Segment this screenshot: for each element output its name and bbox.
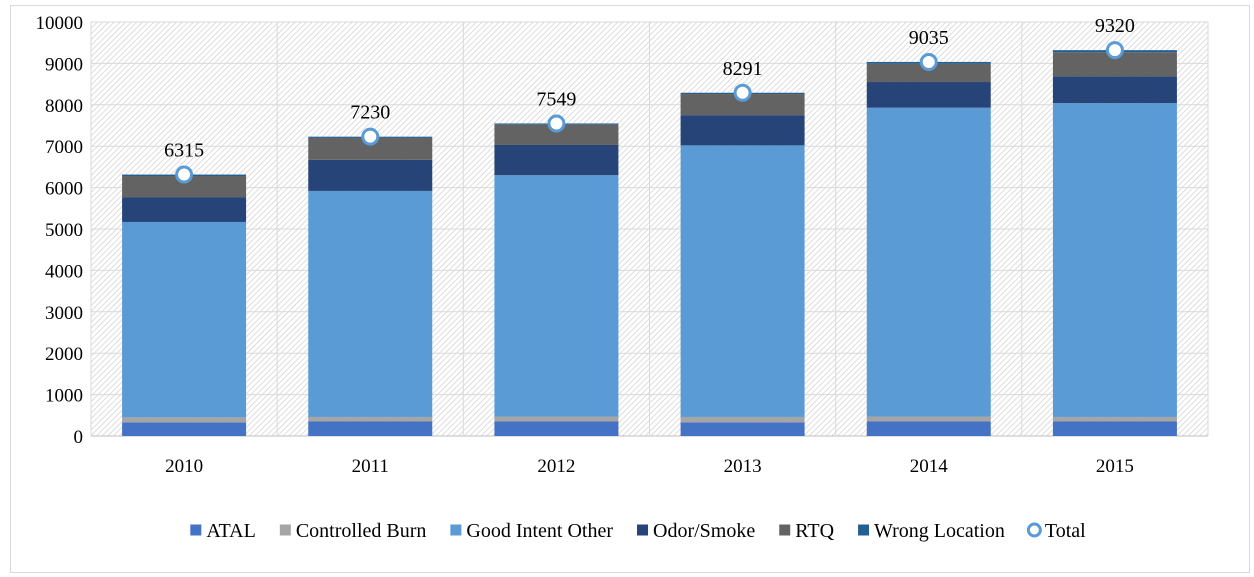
total-data-label: 8291	[723, 58, 763, 80]
bar-segment-odor-smoke	[122, 197, 247, 222]
bar-segment-rtq	[866, 63, 991, 83]
bar-stacks	[122, 50, 1177, 436]
legend-item-rtq: RTQ	[779, 520, 835, 542]
total-data-label: 9035	[909, 27, 949, 49]
total-marker	[547, 114, 566, 133]
x-tick-label: 2011	[352, 456, 389, 477]
bar-segment-rtq	[122, 176, 247, 198]
bar-segment-atal	[1052, 421, 1177, 436]
legend-label: Total	[1045, 520, 1086, 542]
bar-segment-odor-smoke	[308, 159, 433, 191]
legend-label: Wrong Location	[874, 520, 1005, 542]
y-tick-label: 7000	[45, 137, 83, 158]
legend: ATAL Controlled Burn Good Intent Other Odor…	[190, 520, 1086, 542]
bar-segment-good-intent-other	[494, 175, 619, 417]
gridlines	[90, 21, 1209, 437]
x-tick-label: 2015	[1096, 456, 1134, 477]
x-tick-label: 2010	[165, 456, 203, 477]
bar-segment-controlled-burn	[1052, 416, 1177, 422]
total-data-label: 7230	[350, 102, 390, 124]
x-tick-label: 2012	[537, 456, 575, 477]
total-marker	[733, 83, 752, 102]
bar-segment-controlled-burn	[680, 416, 805, 423]
legend-item-total: Total	[1026, 520, 1086, 542]
bar-segment-rtq	[308, 137, 433, 160]
bar-segment-atal	[680, 422, 805, 436]
y-tick-label: 2000	[45, 344, 83, 365]
bar-segment-good-intent-other	[866, 107, 991, 417]
total-marker	[175, 165, 194, 184]
legend-item-odor-smoke: Odor/Smoke	[637, 520, 755, 542]
y-tick-label: 4000	[45, 261, 83, 282]
legend-label: Odor/Smoke	[653, 520, 755, 542]
legend-marker	[1026, 522, 1042, 538]
legend-swatch	[779, 524, 791, 536]
bar-segment-controlled-burn	[122, 417, 247, 423]
bar-segment-odor-smoke	[494, 144, 619, 176]
bar-segment-rtq	[680, 94, 805, 116]
y-axis: 0 1000 2000 3000 4000 5000 6000 7000 8000 9000 100…	[36, 13, 84, 448]
bar-segment-atal	[494, 421, 619, 436]
total-markers: 6315 7230 7549 8291 9035 9320	[164, 15, 1135, 184]
legend-label: Controlled Burn	[296, 520, 427, 542]
legend-swatch	[279, 524, 291, 536]
total-marker	[361, 127, 380, 146]
legend-item-atal: ATAL	[190, 520, 256, 542]
total-marker	[919, 52, 938, 71]
y-tick-label: 1000	[45, 386, 83, 407]
bar-segment-controlled-burn	[494, 416, 619, 422]
bar-segment-odor-smoke	[1052, 76, 1177, 104]
chart-frame: 0 1000 2000 3000 4000 5000 6000 7000 8000 9000 100…	[10, 5, 1250, 573]
stacked-bar-chart: 0 1000 2000 3000 4000 5000 6000 7000 8000 9000 100…	[36, 13, 1209, 542]
bar-segment-atal	[866, 421, 991, 436]
x-tick-label: 2013	[724, 456, 762, 477]
legend-item-good-intent-other: Good Intent Other	[450, 520, 613, 542]
bar-segment-atal	[122, 422, 247, 436]
y-tick-label: 9000	[45, 54, 83, 75]
x-tick-label: 2014	[910, 456, 949, 477]
y-tick-label: 8000	[45, 96, 83, 117]
legend-swatch	[858, 524, 870, 536]
total-data-label: 9320	[1095, 15, 1135, 37]
legend-label: ATAL	[206, 520, 256, 542]
legend-label: RTQ	[795, 520, 834, 542]
bar-segment-odor-smoke	[680, 115, 805, 146]
legend-item-wrong-location: Wrong Location	[858, 520, 1005, 542]
bar-segment-good-intent-other	[1052, 103, 1177, 417]
legend-swatch	[190, 524, 202, 536]
total-data-label: 7549	[536, 88, 576, 110]
y-tick-label: 0	[74, 427, 84, 448]
y-tick-label: 6000	[45, 179, 83, 200]
x-axis: 2010 2011 2012 2013 2014 2015	[165, 456, 1134, 477]
bar-segment-good-intent-other	[680, 145, 805, 417]
bar-segment-odor-smoke	[866, 82, 991, 108]
y-tick-label: 3000	[45, 303, 83, 324]
y-tick-label: 5000	[45, 220, 83, 241]
bar-segment-good-intent-other	[122, 221, 247, 418]
total-marker	[1105, 41, 1124, 60]
legend-item-controlled-burn: Controlled Burn	[279, 520, 427, 542]
total-data-label: 6315	[164, 140, 204, 162]
bar-segment-rtq	[494, 124, 619, 145]
bar-segment-good-intent-other	[308, 190, 433, 417]
y-tick-label: 10000	[36, 13, 84, 34]
bar-segment-atal	[308, 421, 433, 436]
legend-swatch	[450, 524, 462, 536]
legend-label: Good Intent Other	[466, 520, 613, 542]
legend-swatch	[637, 524, 649, 536]
bar-segment-controlled-burn	[308, 416, 433, 422]
bar-segment-controlled-burn	[866, 416, 991, 422]
